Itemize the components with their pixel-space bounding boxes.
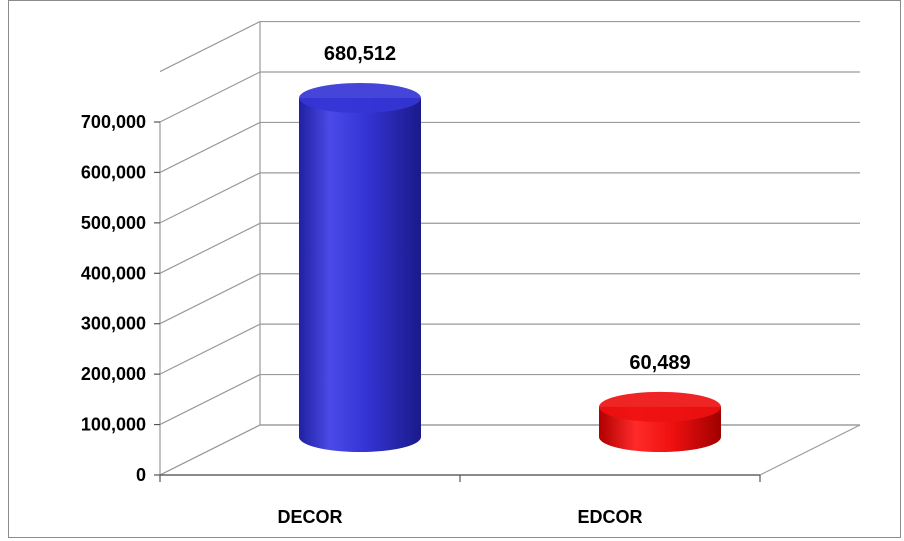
bar-body	[299, 98, 421, 452]
bar-decor	[299, 83, 421, 452]
y-axis-ticks: 0 100,000 200,000 300,000 400,000 500,000 600,…	[81, 112, 146, 485]
y-tick-label: 300,000	[81, 314, 146, 334]
y-tick-label: 700,000	[81, 112, 146, 132]
gridline-side	[159, 323, 261, 375]
y-tick-label: 500,000	[81, 213, 146, 233]
y-tick-label: 100,000	[81, 415, 146, 435]
category-labels: DECOR EDCOR	[277, 507, 642, 527]
gridline-side	[159, 21, 261, 73]
y-tick-label: 400,000	[81, 263, 146, 283]
chart-floor	[159, 424, 861, 476]
chart-walls	[154, 20, 861, 482]
bars: 680,512 60,489	[299, 43, 721, 452]
gridline-side	[159, 273, 261, 325]
chart-frame	[8, 0, 901, 538]
bar-edcor	[599, 391, 721, 452]
category-label: DECOR	[277, 507, 342, 527]
y-tick-label: 200,000	[81, 364, 146, 384]
gridline-side	[159, 172, 261, 224]
gridline-side	[159, 121, 261, 173]
gridline-side	[159, 222, 261, 274]
y-tick-label: 600,000	[81, 162, 146, 182]
data-label: 60,489	[629, 352, 690, 374]
data-label: 680,512	[324, 43, 396, 65]
bar-top	[299, 83, 421, 113]
category-label: EDCOR	[577, 507, 642, 527]
bar-top	[599, 391, 721, 422]
gridline-side	[159, 374, 261, 426]
y-tick-label: 0	[136, 465, 146, 485]
gridline-side	[159, 71, 261, 123]
